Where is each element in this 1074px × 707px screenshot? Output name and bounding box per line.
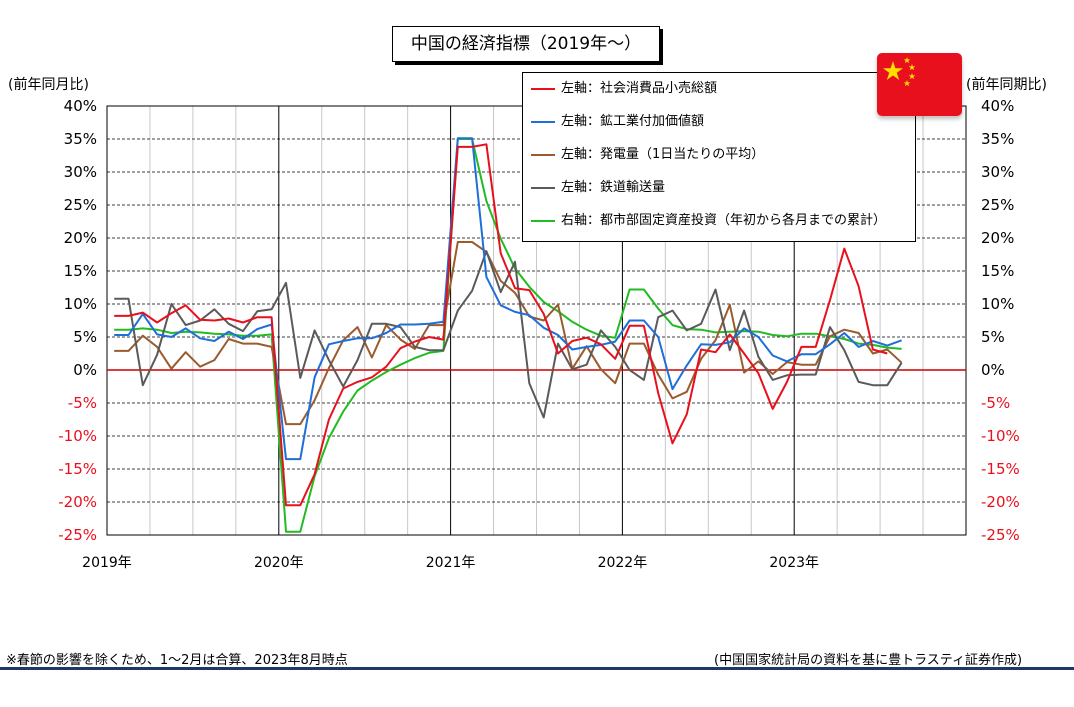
legend-swatch [531,187,555,189]
y-tick-label-right: 40% [981,97,1014,115]
legend-label: 左軸：発電量（1日当たりの平均） [561,147,765,162]
y-tick-label-right: -15% [981,460,1020,478]
y-tick-label-right: -25% [981,526,1020,544]
legend-label: 左軸：鉄道輸送量 [561,180,666,195]
china-flag-stars [883,57,916,87]
x-tick-label: 2021年 [426,555,476,571]
y-tick-label-left: 20% [64,229,97,247]
y-tick-label-right: 35% [981,130,1014,148]
y-tick-label-left: 15% [64,262,97,280]
x-tick-label: 2020年 [254,555,304,571]
y-tick-label-right: 0% [981,361,1005,379]
legend-swatch [531,154,555,156]
footnote-source: (中国国家統計局の資料を基に豊トラスティ証券作成) [714,653,1023,668]
legend-swatch [531,121,555,123]
series-line-power [114,241,903,426]
y-tick-label-left: -25% [58,526,97,544]
series-line-fai [114,138,902,533]
right-axis-label: (前年同期比) [966,77,1047,93]
left-axis-label: (前年同月比) [8,77,89,93]
legend-label: 左軸：社会消費品小売総額 [561,81,718,96]
y-tick-label-right: 30% [981,163,1014,181]
flag-big-star [883,61,903,80]
y-tick-label-right: 25% [981,196,1014,214]
y-tick-label-left: -15% [58,460,97,478]
series-line-rail [114,250,903,419]
y-tick-label-right: 20% [981,229,1014,247]
y-tick-label-left: -10% [58,427,97,445]
y-tick-label-left: 0% [73,361,97,379]
flag-small-star [908,73,916,80]
chart-legend: 左軸：社会消費品小売総額 左軸：鉱工業付加価値額左軸：発電量（1日当たりの平均） 左… [522,72,916,242]
legend-label: 左軸：鉱工業付加価値額 [561,114,705,129]
y-tick-label-left: 30% [64,163,97,181]
y-tick-label-right: 10% [981,295,1014,313]
bottom-divider [0,667,1074,670]
y-tick-label-right: -10% [981,427,1020,445]
legend-label: 右軸：都市部固定資産投資（年初から各月までの累計） [561,213,887,228]
flag-small-star [903,80,911,87]
y-tick-label-left: -20% [58,493,97,511]
y-tick-label-left: 25% [64,196,97,214]
footnote-left: ※春節の影響を除くため、1～2月は合算、2023年8月時点 [6,653,348,668]
y-tick-label-left: 5% [73,328,97,346]
legend-swatch [531,88,555,90]
y-tick-label-right: -5% [981,394,1010,412]
flag-small-star [908,64,916,71]
x-tick-label: 2019年 [82,555,132,571]
y-tick-label-right: 15% [981,262,1014,280]
flag-small-star [903,57,911,64]
y-tick-label-left: 40% [64,97,97,115]
y-tick-label-left: -5% [68,394,97,412]
china-flag-icon [877,53,962,116]
y-tick-label-right: -20% [981,493,1020,511]
legend-swatch [531,220,555,222]
y-tick-label-left: 35% [64,130,97,148]
x-tick-label: 2022年 [598,555,648,571]
x-tick-label: 2023年 [769,555,819,571]
chart-title: 中国の経済指標（2019年～） [392,26,660,62]
series-line-retail [114,143,888,507]
y-tick-label-right: 5% [981,328,1005,346]
y-tick-label-left: 10% [64,295,97,313]
series-line-industrial [114,137,902,461]
